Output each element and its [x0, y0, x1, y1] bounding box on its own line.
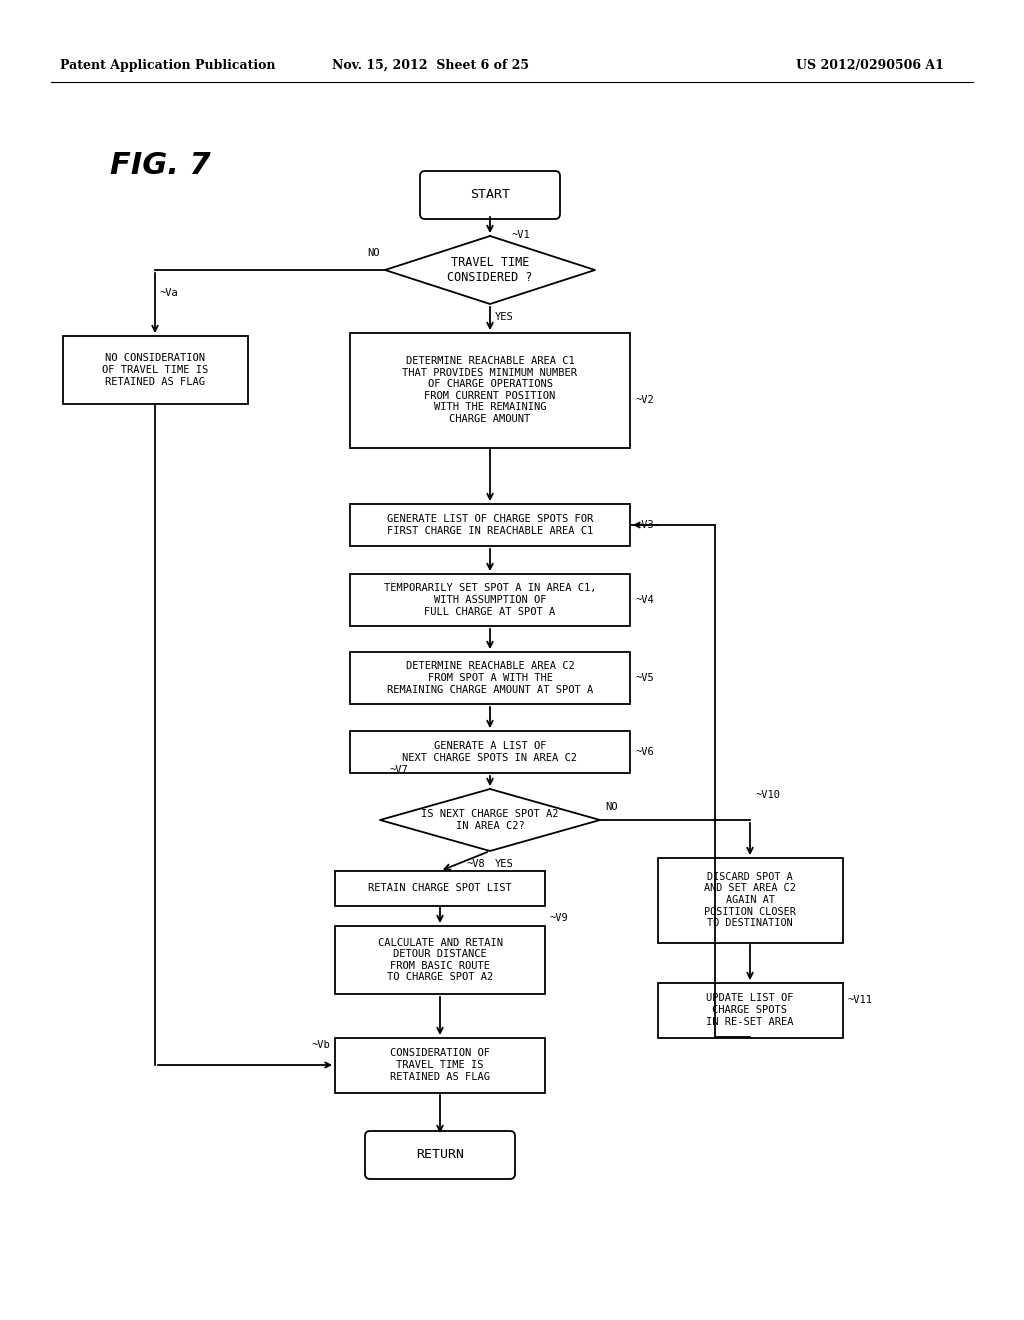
- Bar: [62, 337, 248, 404]
- Text: ~V3: ~V3: [635, 520, 653, 531]
- Text: Patent Application Publication: Patent Application Publication: [60, 58, 275, 71]
- Text: GENERATE A LIST OF
NEXT CHARGE SPOTS IN AREA C2: GENERATE A LIST OF NEXT CHARGE SPOTS IN …: [402, 742, 578, 763]
- Text: START: START: [470, 189, 510, 202]
- Text: ~V1: ~V1: [512, 230, 530, 240]
- Text: ~V8: ~V8: [466, 859, 485, 869]
- FancyBboxPatch shape: [420, 172, 560, 219]
- Bar: [350, 504, 630, 546]
- Text: TEMPORARILY SET SPOT A IN AREA C1,
WITH ASSUMPTION OF
FULL CHARGE AT SPOT A: TEMPORARILY SET SPOT A IN AREA C1, WITH …: [384, 583, 596, 616]
- Bar: [350, 574, 630, 626]
- Bar: [350, 333, 630, 447]
- Text: DETERMINE REACHABLE AREA C1
THAT PROVIDES MINIMUM NUMBER
OF CHARGE OPERATIONS
FR: DETERMINE REACHABLE AREA C1 THAT PROVIDE…: [402, 356, 578, 424]
- Bar: [657, 858, 843, 942]
- Text: RETAIN CHARGE SPOT LIST: RETAIN CHARGE SPOT LIST: [368, 883, 512, 894]
- Text: ~Va: ~Va: [160, 288, 179, 298]
- Text: ~V9: ~V9: [550, 913, 568, 923]
- Text: UPDATE LIST OF
CHARGE SPOTS
IN RE-SET AREA: UPDATE LIST OF CHARGE SPOTS IN RE-SET AR…: [707, 994, 794, 1027]
- Text: DISCARD SPOT A
AND SET AREA C2
AGAIN AT
POSITION CLOSER
TO DESTINATION: DISCARD SPOT A AND SET AREA C2 AGAIN AT …: [705, 871, 796, 928]
- Bar: [657, 982, 843, 1038]
- Text: US 2012/0290506 A1: US 2012/0290506 A1: [796, 58, 944, 71]
- Text: ~V5: ~V5: [635, 673, 653, 682]
- Bar: [335, 1038, 545, 1093]
- Text: YES: YES: [495, 312, 514, 322]
- Text: ~Vb: ~Vb: [311, 1040, 330, 1049]
- Text: ~V6: ~V6: [635, 747, 653, 756]
- Bar: [350, 652, 630, 704]
- Text: NO: NO: [605, 803, 617, 812]
- Text: ~V4: ~V4: [635, 595, 653, 605]
- Text: ~V11: ~V11: [847, 995, 872, 1005]
- Text: RETURN: RETURN: [416, 1148, 464, 1162]
- Text: ~V2: ~V2: [635, 395, 653, 405]
- Text: NO: NO: [368, 248, 380, 257]
- Text: ~V10: ~V10: [755, 789, 780, 800]
- Text: IS NEXT CHARGE SPOT A2
IN AREA C2?: IS NEXT CHARGE SPOT A2 IN AREA C2?: [421, 809, 559, 830]
- Bar: [350, 731, 630, 774]
- Text: NO CONSIDERATION
OF TRAVEL TIME IS
RETAINED AS FLAG: NO CONSIDERATION OF TRAVEL TIME IS RETAI…: [101, 354, 208, 387]
- Text: Nov. 15, 2012  Sheet 6 of 25: Nov. 15, 2012 Sheet 6 of 25: [332, 58, 528, 71]
- FancyBboxPatch shape: [365, 1131, 515, 1179]
- Text: CALCULATE AND RETAIN
DETOUR DISTANCE
FROM BASIC ROUTE
TO CHARGE SPOT A2: CALCULATE AND RETAIN DETOUR DISTANCE FRO…: [378, 937, 503, 982]
- Text: DETERMINE REACHABLE AREA C2
FROM SPOT A WITH THE
REMAINING CHARGE AMOUNT AT SPOT: DETERMINE REACHABLE AREA C2 FROM SPOT A …: [387, 661, 593, 694]
- Text: FIG. 7: FIG. 7: [110, 150, 211, 180]
- Text: GENERATE LIST OF CHARGE SPOTS FOR
FIRST CHARGE IN REACHABLE AREA C1: GENERATE LIST OF CHARGE SPOTS FOR FIRST …: [387, 515, 593, 536]
- Text: CONSIDERATION OF
TRAVEL TIME IS
RETAINED AS FLAG: CONSIDERATION OF TRAVEL TIME IS RETAINED…: [390, 1048, 490, 1081]
- Text: YES: YES: [495, 859, 514, 869]
- Bar: [335, 870, 545, 906]
- Text: TRAVEL TIME
CONSIDERED ?: TRAVEL TIME CONSIDERED ?: [447, 256, 532, 284]
- Text: ~V7: ~V7: [390, 766, 409, 775]
- Bar: [335, 927, 545, 994]
